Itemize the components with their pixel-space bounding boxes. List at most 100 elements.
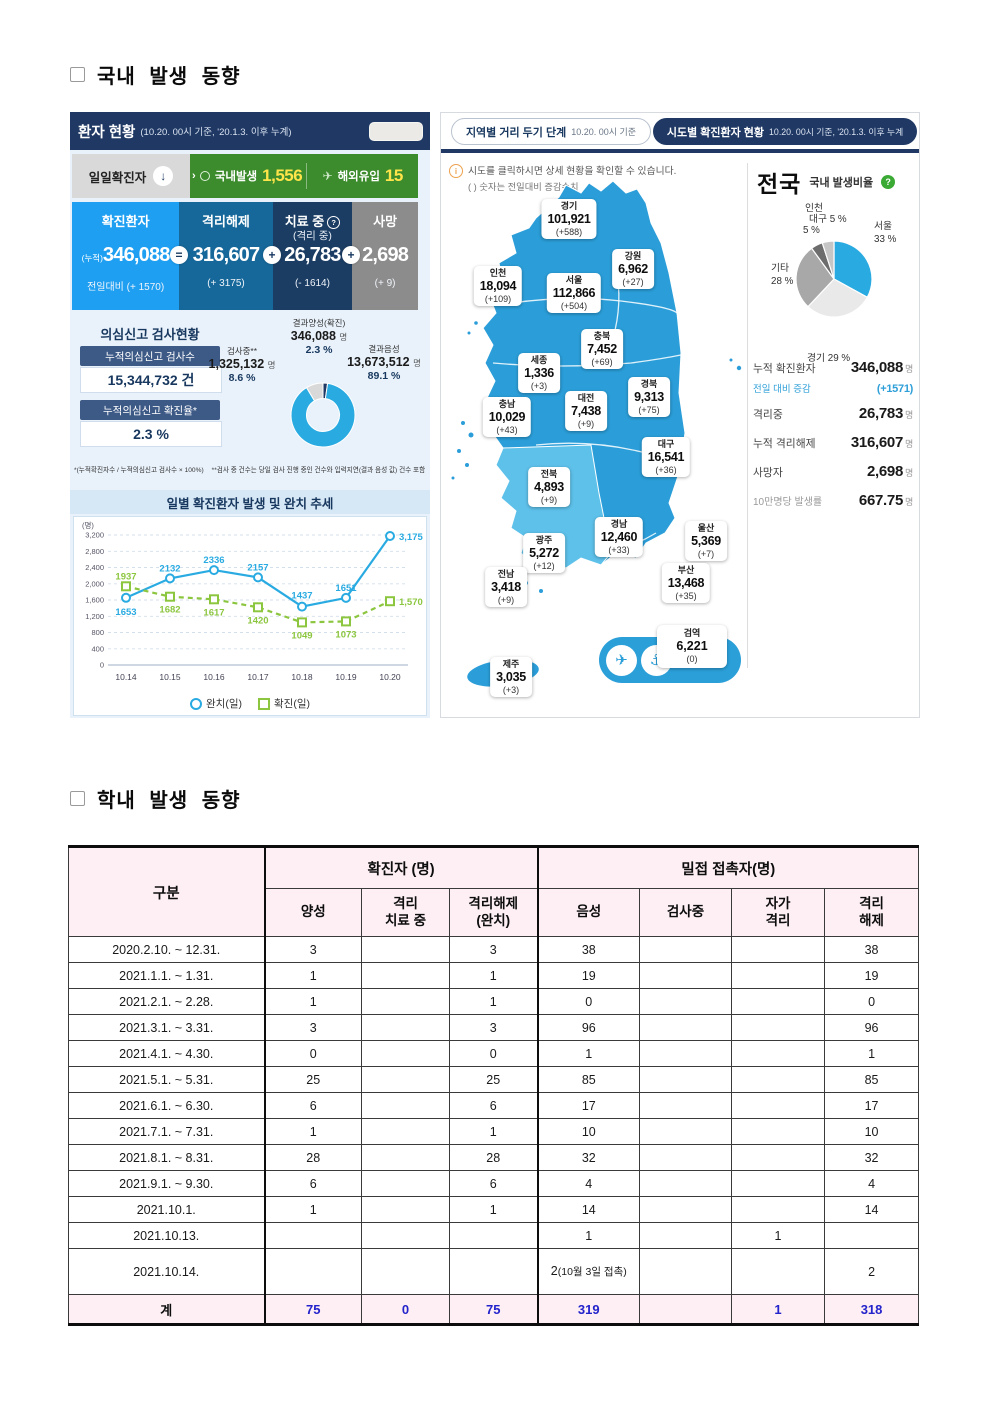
table-row: 2021.3.1. ~ 3.31. 3 3 96 96 — [68, 1014, 920, 1041]
national-title: 전국 — [757, 171, 802, 197]
trend-chart-title: 일별 확진환자 발생 및 완치 추세 — [70, 490, 430, 514]
region-r-delta: (+12) — [533, 561, 555, 572]
map-region-label[interactable]: 충남 10,029 (+43) — [482, 397, 532, 438]
map-region-quarantine[interactable]: 검역 6,221 (0) — [657, 625, 727, 669]
patient-status-subtitle: (10.20. 00시 기준, '20.1.3. 이후 누계) — [140, 127, 292, 138]
svg-text:2,400: 2,400 — [85, 563, 104, 572]
region-r-delta: (+69) — [591, 357, 613, 368]
value-cell — [731, 936, 826, 963]
map-region-label[interactable]: 대전 7,438 (+9) — [565, 391, 607, 432]
pie-svg — [795, 240, 873, 318]
region-r-value: 5,272 — [529, 545, 559, 560]
trend-svg: 0 400 800 1,200 1,600 2,000 2,400 2,800 3,200(명)… — [82, 520, 423, 682]
region-r-name: 울산 — [697, 523, 715, 533]
map-region-label[interactable]: 부산 13,468 (+35) — [661, 563, 711, 604]
region-r-name: 서울 — [565, 275, 583, 285]
help-icon[interactable]: ? — [327, 216, 341, 229]
question-icon[interactable]: ? — [881, 175, 896, 189]
value-cell: 1 — [824, 1040, 920, 1067]
domestic-cases: 국내발생 1,556 — [196, 166, 307, 186]
daily-confirmed-bar: 일일확진자 ↓ › 국내발생 1,556 ✈ 해외유입 15 — [72, 154, 418, 198]
col-group-confirmed: 확진자 (명) — [263, 846, 539, 889]
col-header-testing: 검사중 — [639, 888, 733, 937]
value-cell: 25 — [264, 1066, 362, 1093]
svg-text:10.19: 10.19 — [335, 672, 357, 682]
value-cell — [639, 1066, 733, 1093]
value-cell: 3 — [448, 1014, 539, 1041]
region-r-name: 전남 — [497, 569, 515, 579]
map-region-label[interactable]: 제주 3,035 (+3) — [490, 657, 532, 698]
tab-distancing-level[interactable]: 지역별 거리 두기 단계 10.20. 00시 기준 — [451, 118, 651, 145]
table-row: 2021.7.1. ~ 7.31. 1 1 10 10 — [68, 1118, 920, 1145]
value-cell: 6 — [264, 1092, 362, 1119]
region-r-name: 전북 — [540, 469, 558, 479]
imported-cases: ✈ 해외유입 15 — [307, 166, 418, 186]
svg-text:1437: 1437 — [291, 591, 312, 602]
down-arrow-icon: ↓ — [153, 166, 174, 186]
value-cell — [264, 1248, 362, 1295]
ratio-label: 국내 발생비율 — [809, 177, 874, 189]
section1-title: 국내 발생 동향 — [70, 60, 241, 89]
tab-regional-confirmed[interactable]: 시도별 확진환자 현황 10.20. 00시 기준, '20.1.3. 이후 누… — [653, 118, 917, 145]
map-region-label[interactable]: 인천 18,094 (+109) — [473, 266, 523, 307]
period-cell: 2021.3.1. ~ 3.31. — [68, 1014, 266, 1041]
value-cell: 0 — [448, 1040, 539, 1067]
map-region-label[interactable]: 경기 101,921 (+588) — [541, 199, 597, 240]
col-header-quarantine-released: 격리 해제 — [824, 888, 920, 937]
equals-icon: = — [170, 246, 188, 264]
value-cell — [731, 1092, 826, 1119]
location-pin-icon — [199, 171, 210, 181]
positive-rate-value: 2.3 % — [80, 421, 222, 447]
value-cell — [639, 1196, 733, 1223]
svg-text:10.20: 10.20 — [379, 672, 401, 682]
value-cell: 85 — [824, 1066, 920, 1093]
footnotes: *(누적확진자수 / 누적의심신고 검사수 × 100%) **검사 중 건수는… — [74, 464, 426, 474]
card-in-treatment-label: 치료 중? — [273, 211, 353, 230]
map-region-label[interactable]: 경남 12,460 (+33) — [594, 517, 644, 558]
map-region-label[interactable]: 세종 1,336 (+3) — [518, 353, 560, 394]
value-cell — [361, 1222, 450, 1249]
checkbox-icon — [70, 791, 85, 806]
region-r-value: 4,893 — [534, 479, 564, 494]
map-region-label[interactable]: 광주 5,272 (+12) — [523, 533, 565, 574]
region-r-name: 대전 — [577, 393, 595, 403]
status-cards: 확진환자 (누적)346,088 전일대비 (+ 1570) 격리해제 316,… — [72, 202, 418, 310]
value-cell: 1 — [264, 1196, 362, 1223]
map-region-label[interactable]: 전북 4,893 (+9) — [528, 467, 570, 508]
value-cell: 1 — [537, 1222, 641, 1249]
svg-text:0: 0 — [100, 661, 104, 670]
svg-text:1420: 1420 — [247, 615, 268, 626]
stat-label: 누적 확진환자 — [753, 363, 816, 375]
trend-chart: 0 400 800 1,200 1,600 2,000 2,400 2,800 3,200 (명)… — [73, 516, 427, 716]
value-cell: 25 — [448, 1066, 539, 1093]
card-deaths-delta: (+ 9) — [374, 278, 396, 289]
region-r-name: 충북 — [593, 331, 611, 341]
national-stat-row: 격리중 26,783 명 — [753, 405, 913, 422]
imported-value: 15 — [384, 166, 403, 185]
map-region-label[interactable]: 대구 16,541 (+36) — [641, 437, 691, 478]
svg-text:1049: 1049 — [291, 630, 312, 641]
domestic-value: 1,556 — [262, 166, 303, 185]
map-region-label[interactable]: 경북 9,313 (+75) — [628, 377, 670, 418]
vertical-divider — [747, 163, 748, 668]
value-cell — [361, 1248, 450, 1295]
svg-text:2132: 2132 — [159, 563, 180, 574]
map-region-label[interactable]: 울산 5,369 (+7) — [685, 521, 727, 562]
region-r-name: 경남 — [610, 519, 628, 529]
region-r-value: 7,438 — [571, 403, 601, 418]
value-cell — [361, 1144, 450, 1171]
map-region-label[interactable]: 강원 6,962 (+27) — [612, 249, 654, 290]
svg-text:800: 800 — [91, 628, 104, 637]
map-region-label[interactable]: 전남 3,418 (+9) — [485, 567, 527, 608]
period-cell: 2021.10.14. — [68, 1248, 266, 1295]
region-r-value: 9,313 — [634, 389, 664, 404]
svg-text:2336: 2336 — [203, 555, 224, 566]
period-cell: 2021.6.1. ~ 6.30. — [68, 1092, 266, 1119]
value-cell: 2 — [824, 1248, 920, 1295]
map-region-label[interactable]: 서울 112,866 (+504) — [546, 273, 602, 314]
map-region-label[interactable]: 충북 7,452 (+69) — [581, 329, 623, 370]
region-r-delta: (+588) — [555, 227, 583, 238]
value-cell: 4 — [537, 1170, 641, 1197]
value-cell: 3 — [448, 936, 539, 963]
map-info-line2: ( ) 숫자는 전일대비 증감수치 — [468, 182, 579, 192]
